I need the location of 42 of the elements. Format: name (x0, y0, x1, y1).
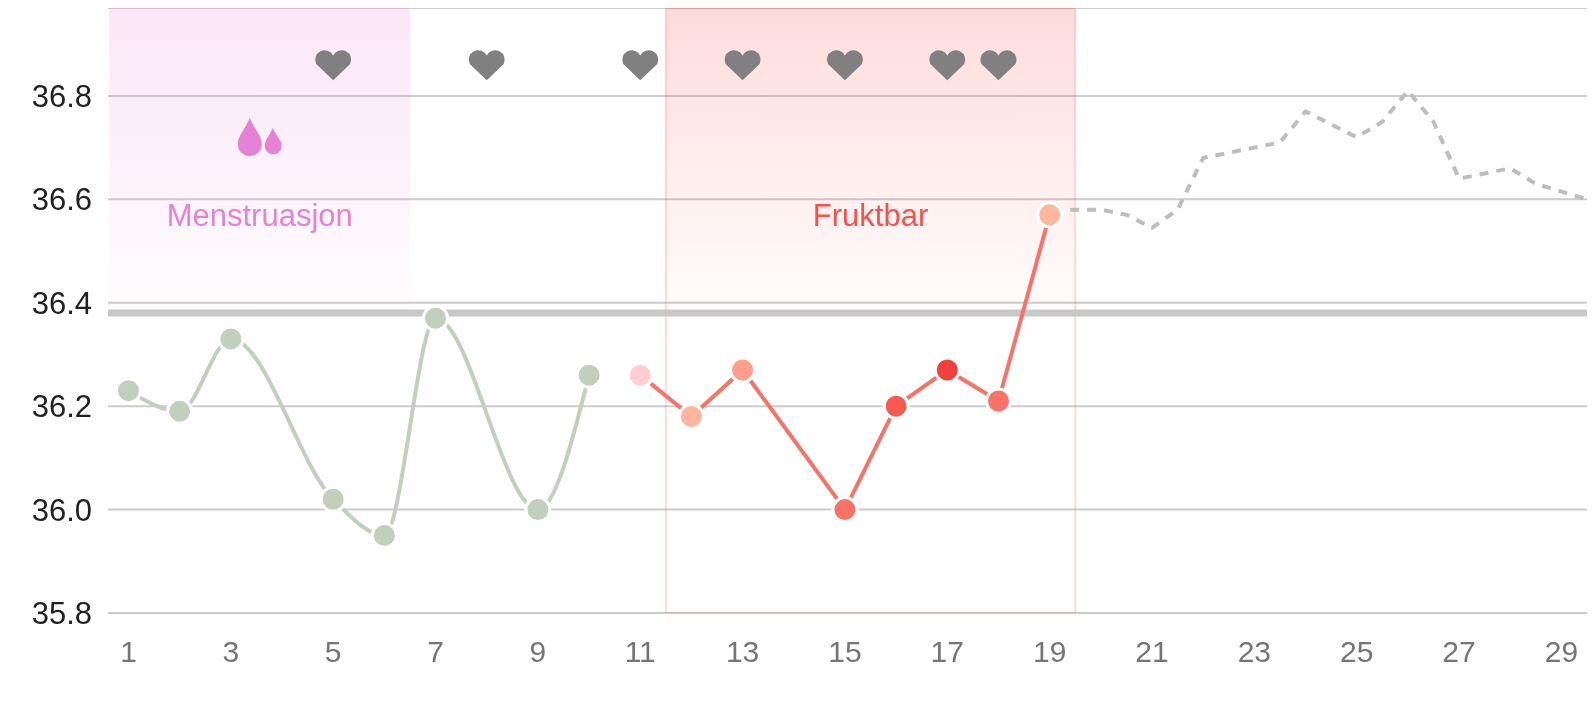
y-tick-label: 36.2 (31, 389, 92, 425)
point (929, 50, 966, 81)
point (1036, 201, 1064, 229)
point (882, 392, 910, 420)
x-tick-label: 17 (930, 635, 964, 669)
x-tick-label: 27 (1442, 635, 1476, 669)
point (626, 361, 654, 389)
band-label: Fruktbar (812, 198, 929, 233)
x-tick-label: 19 (1032, 635, 1067, 669)
x-tick-label: 3 (222, 635, 240, 669)
point (622, 50, 659, 81)
point (468, 50, 505, 81)
x-tick-label: 23 (1237, 635, 1272, 669)
point (319, 485, 347, 513)
x-tick-label: 15 (828, 635, 862, 669)
band-label: Menstruasjon (166, 198, 353, 233)
x-tick-label: 1 (120, 635, 137, 669)
x-tick-label: 21 (1135, 635, 1169, 669)
y-tick-label: 36.6 (31, 182, 92, 218)
x-tick-label: 29 (1544, 635, 1579, 669)
x-tick-label: 13 (725, 635, 760, 669)
y-tick-label: 35.8 (31, 596, 92, 632)
x-tick-label: 9 (529, 635, 547, 669)
point (217, 325, 245, 353)
point (724, 50, 761, 81)
y-tick-label: 36.4 (31, 285, 92, 321)
point (677, 403, 705, 430)
x-tick-label: 11 (624, 635, 656, 669)
point (933, 356, 961, 384)
point (422, 304, 450, 332)
point (166, 397, 194, 425)
point (826, 50, 863, 81)
y-tick-label: 36.8 (31, 78, 92, 114)
x-tick-label: 5 (324, 635, 342, 669)
x-tick-label: 25 (1340, 635, 1374, 669)
y-tick-label: 36.0 (31, 492, 92, 528)
point (575, 361, 603, 389)
point (984, 387, 1012, 415)
point (315, 50, 352, 81)
x-tick-label: 7 (427, 635, 444, 669)
point (980, 50, 1017, 81)
point (370, 521, 398, 549)
